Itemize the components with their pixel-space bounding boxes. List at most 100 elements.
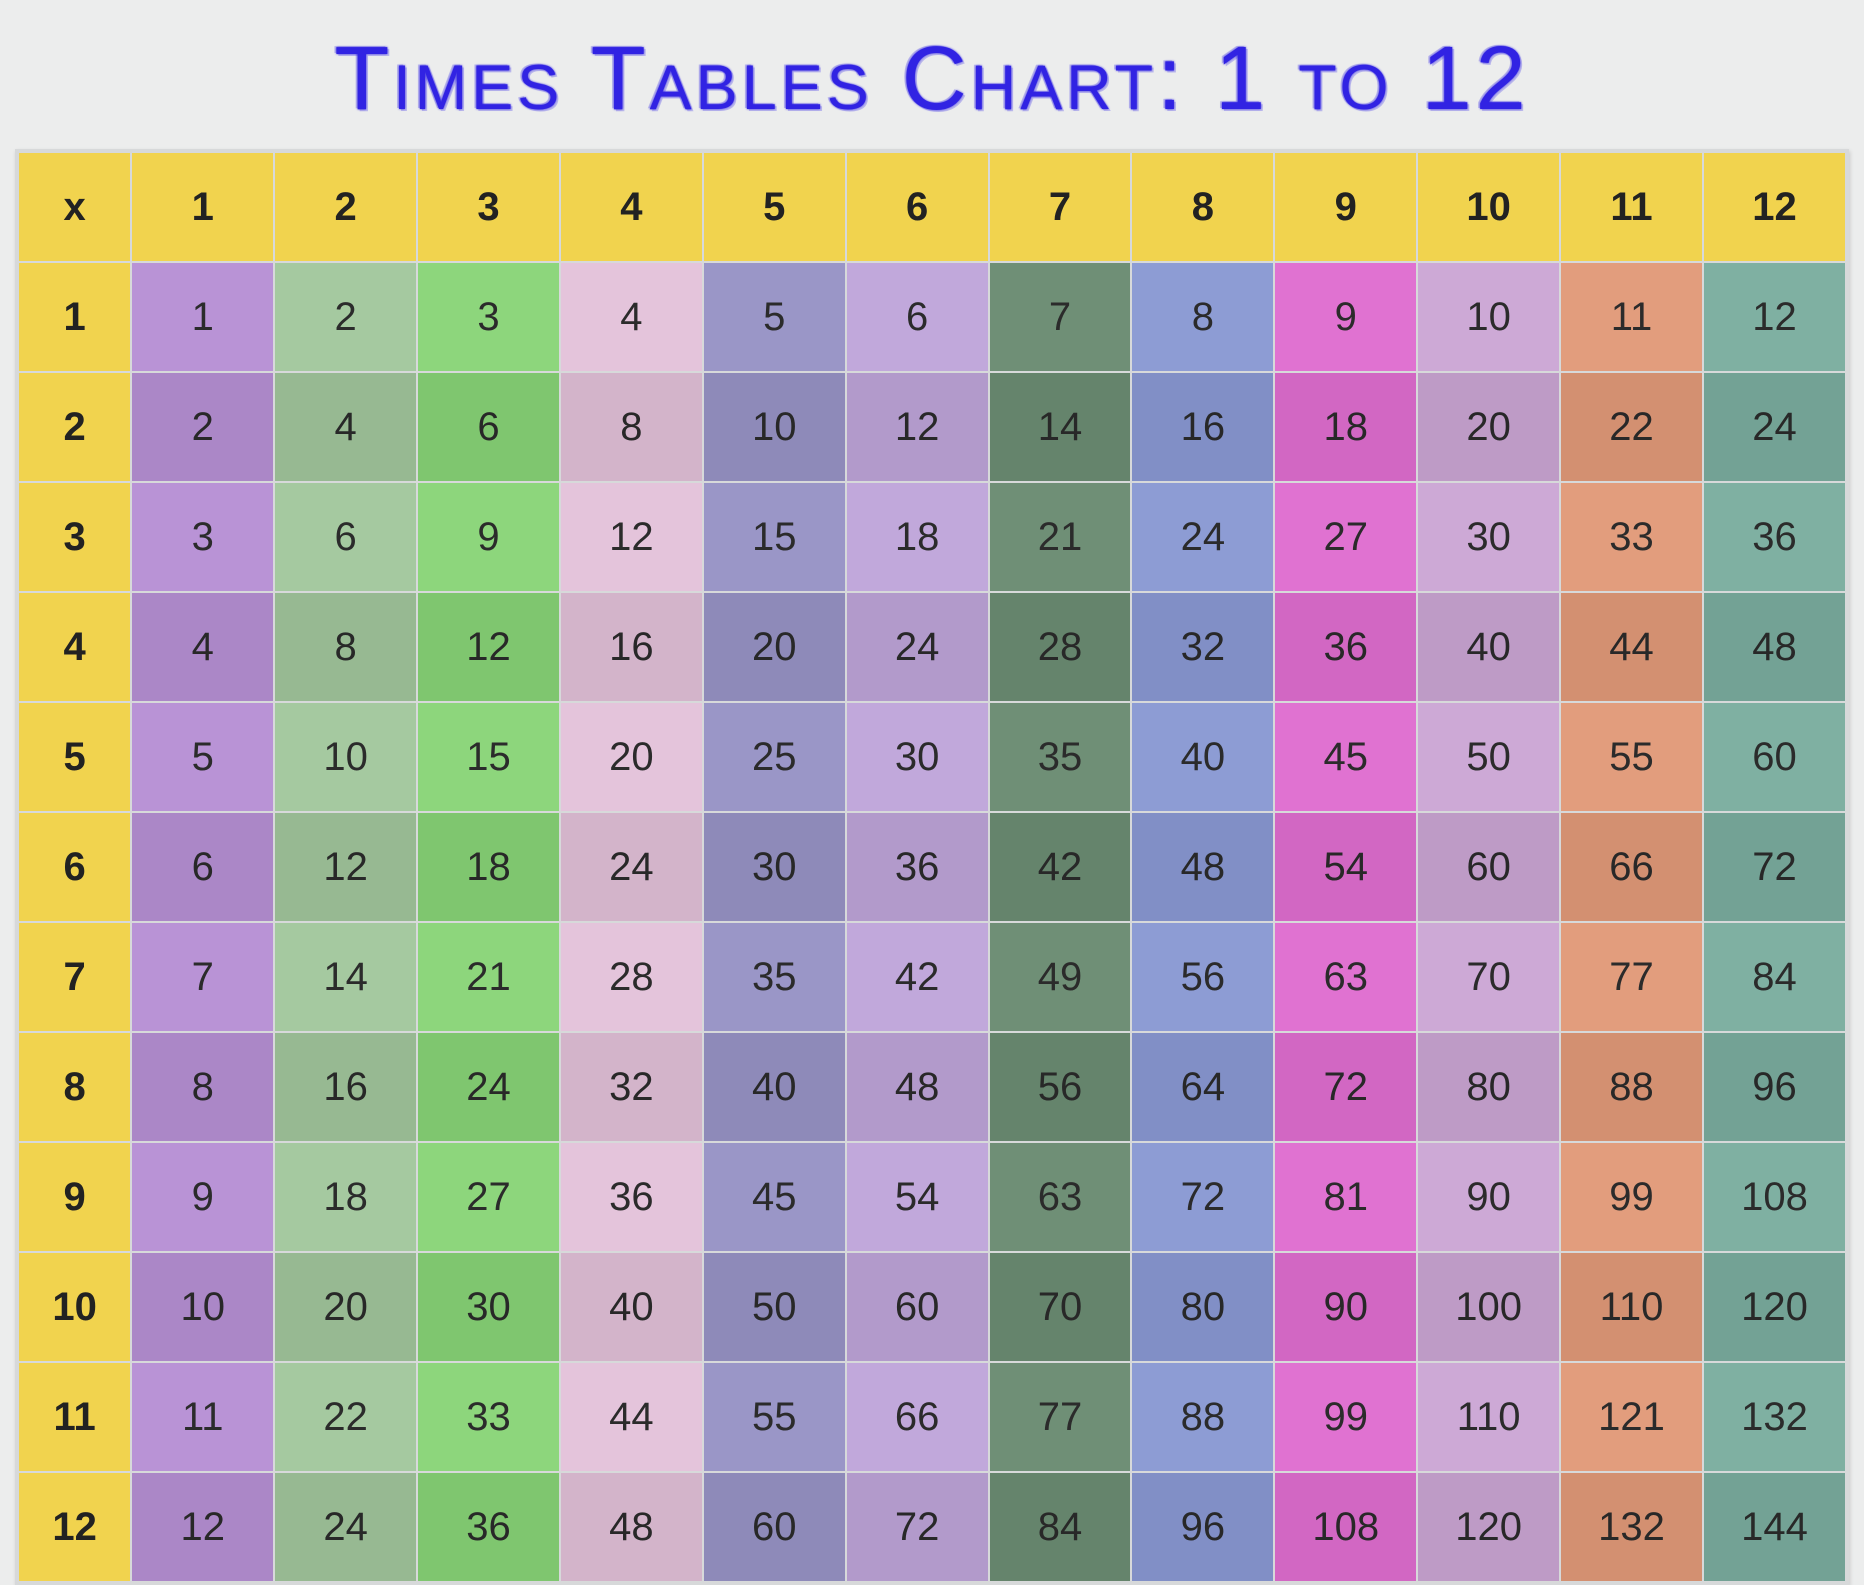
table-cell: 12 <box>846 372 989 482</box>
table-cell: 20 <box>560 702 703 812</box>
table-cell: 48 <box>560 1472 703 1582</box>
table-cell: 70 <box>989 1252 1132 1362</box>
table-cell: 60 <box>703 1472 846 1582</box>
table-cell: 88 <box>1131 1362 1274 1472</box>
table-cell: 63 <box>989 1142 1132 1252</box>
table-cell: 77 <box>1560 922 1703 1032</box>
table-cell: 56 <box>989 1032 1132 1142</box>
table-cell: 8 <box>1131 262 1274 372</box>
table-cell: 4 <box>131 592 274 702</box>
table-cell: 33 <box>1560 482 1703 592</box>
table-cell: 88 <box>1560 1032 1703 1142</box>
table-cell: 27 <box>417 1142 560 1252</box>
table-cell: 2 <box>131 372 274 482</box>
table-cell: 3 <box>417 262 560 372</box>
table-cell: 18 <box>274 1142 417 1252</box>
table-cell: 11 <box>131 1362 274 1472</box>
table-row: 9918273645546372819099108 <box>18 1142 1846 1252</box>
table-cell: 6 <box>846 262 989 372</box>
table-cell: 45 <box>1274 702 1417 812</box>
table-cell: 50 <box>1417 702 1560 812</box>
table-cell: 28 <box>560 922 703 1032</box>
table-cell: 24 <box>274 1472 417 1582</box>
col-header: 5 <box>703 152 846 262</box>
table-cell: 40 <box>1131 702 1274 812</box>
table-cell: 21 <box>417 922 560 1032</box>
table-cell: 12 <box>417 592 560 702</box>
table-cell: 4 <box>274 372 417 482</box>
table-cell: 18 <box>1274 372 1417 482</box>
table-cell: 20 <box>274 1252 417 1362</box>
table-cell: 3 <box>131 482 274 592</box>
table-cell: 42 <box>846 922 989 1032</box>
table-cell: 90 <box>1274 1252 1417 1362</box>
table-cell: 35 <box>989 702 1132 812</box>
table-cell: 40 <box>1417 592 1560 702</box>
table-cell: 132 <box>1703 1362 1846 1472</box>
table-cell: 84 <box>1703 922 1846 1032</box>
table-cell: 40 <box>703 1032 846 1142</box>
table-cell: 5 <box>703 262 846 372</box>
row-header: 1 <box>18 262 131 372</box>
page-title: Times Tables Chart: 1 to 12 <box>334 28 1529 131</box>
table-cell: 48 <box>846 1032 989 1142</box>
table-cell: 30 <box>703 812 846 922</box>
table-cell: 64 <box>1131 1032 1274 1142</box>
table-cell: 90 <box>1417 1142 1560 1252</box>
col-header: 10 <box>1417 152 1560 262</box>
table-cell: 44 <box>560 1362 703 1472</box>
table-cell: 36 <box>1274 592 1417 702</box>
table-cell: 99 <box>1274 1362 1417 1472</box>
table-cell: 55 <box>1560 702 1703 812</box>
table-cell: 24 <box>846 592 989 702</box>
table-cell: 72 <box>846 1472 989 1582</box>
table-cell: 63 <box>1274 922 1417 1032</box>
table-cell: 84 <box>989 1472 1132 1582</box>
table-cell: 9 <box>1274 262 1417 372</box>
table-cell: 81 <box>1274 1142 1417 1252</box>
table-cell: 15 <box>417 702 560 812</box>
table-cell: 32 <box>1131 592 1274 702</box>
table-cell: 24 <box>417 1032 560 1142</box>
table-cell: 27 <box>1274 482 1417 592</box>
table-cell: 80 <box>1417 1032 1560 1142</box>
table-cell: 110 <box>1417 1362 1560 1472</box>
row-header: 4 <box>18 592 131 702</box>
table-cell: 6 <box>131 812 274 922</box>
table-cell: 120 <box>1703 1252 1846 1362</box>
table-row: 881624324048566472808896 <box>18 1032 1846 1142</box>
table-cell: 60 <box>846 1252 989 1362</box>
table-cell: 48 <box>1703 592 1846 702</box>
table-cell: 6 <box>274 482 417 592</box>
table-cell: 10 <box>131 1252 274 1362</box>
table-cell: 7 <box>131 922 274 1032</box>
table-cell: 66 <box>1560 812 1703 922</box>
table-cell: 40 <box>560 1252 703 1362</box>
table-cell: 12 <box>131 1472 274 1582</box>
table-cell: 21 <box>989 482 1132 592</box>
table-cell: 56 <box>1131 922 1274 1032</box>
row-header: 12 <box>18 1472 131 1582</box>
table-card: x 123456789101112 1123456789101112224681… <box>15 149 1849 1585</box>
col-header: 3 <box>417 152 560 262</box>
table-cell: 49 <box>989 922 1132 1032</box>
row-header: 6 <box>18 812 131 922</box>
table-cell: 4 <box>560 262 703 372</box>
table-cell: 24 <box>560 812 703 922</box>
table-row: 1123456789101112 <box>18 262 1846 372</box>
table-cell: 16 <box>274 1032 417 1142</box>
table-row: 661218243036424854606672 <box>18 812 1846 922</box>
table-cell: 22 <box>1560 372 1703 482</box>
table-cell: 60 <box>1417 812 1560 922</box>
table-row: 224681012141618202224 <box>18 372 1846 482</box>
table-cell: 5 <box>131 702 274 812</box>
col-header: 7 <box>989 152 1132 262</box>
table-row: 771421283542495663707784 <box>18 922 1846 1032</box>
table-cell: 50 <box>703 1252 846 1362</box>
table-cell: 20 <box>1417 372 1560 482</box>
row-header: 8 <box>18 1032 131 1142</box>
table-cell: 1 <box>131 262 274 372</box>
table-cell: 30 <box>1417 482 1560 592</box>
table-cell: 30 <box>846 702 989 812</box>
table-cell: 36 <box>846 812 989 922</box>
